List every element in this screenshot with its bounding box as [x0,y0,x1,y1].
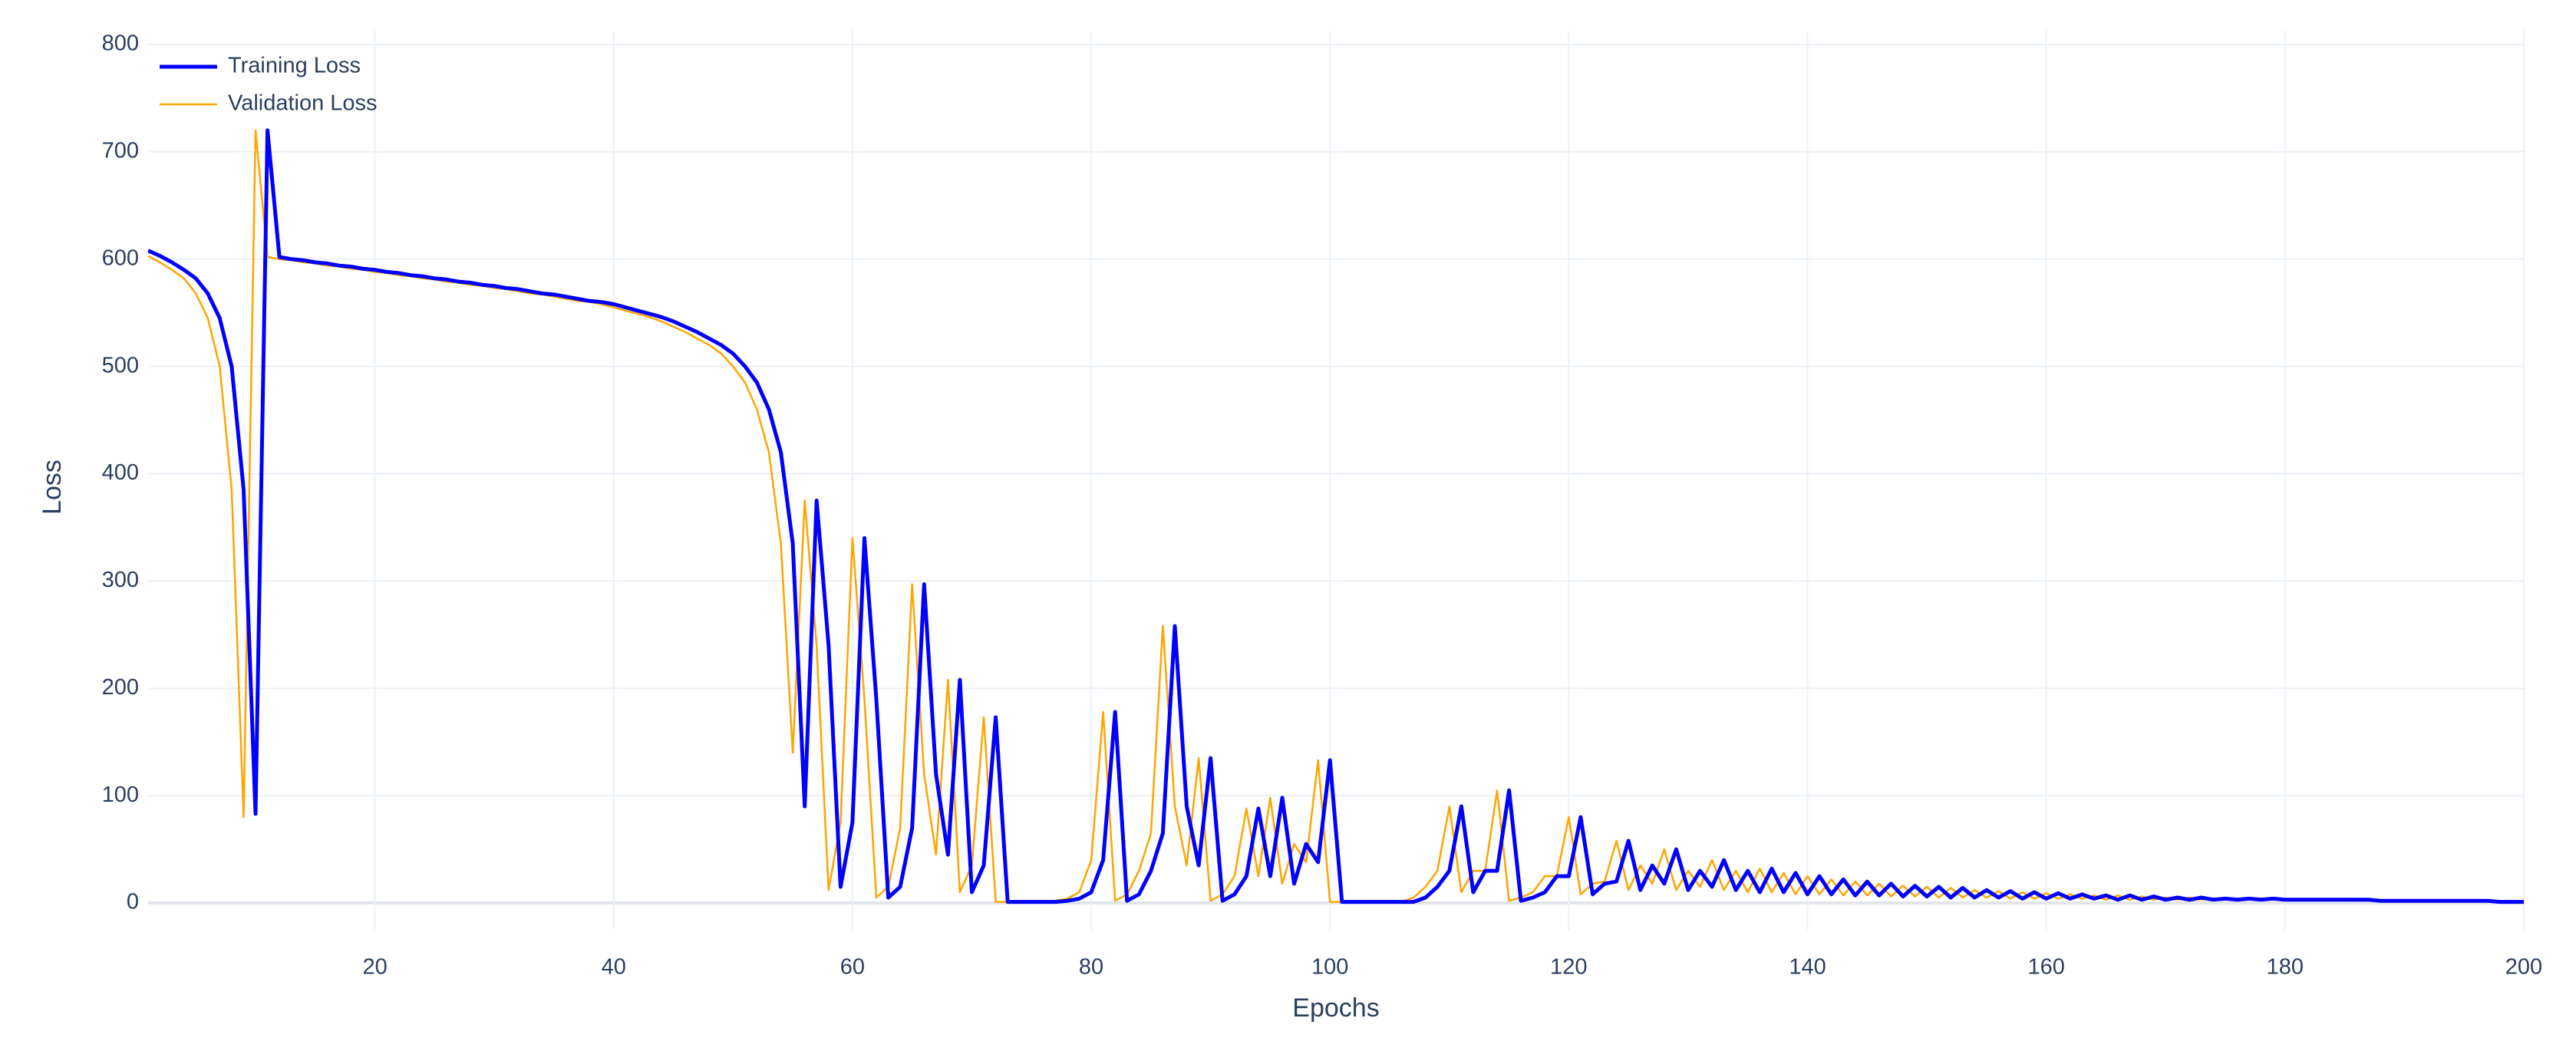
y-tick-label: 100 [102,782,139,807]
y-tick-label: 600 [102,245,139,270]
y-axis-title: Loss [38,460,67,515]
x-tick-label: 80 [1079,955,1103,980]
series-line [148,129,2524,903]
y-tick-label: 500 [102,353,139,377]
x-tick-label: 40 [602,955,626,980]
x-tick-label: 20 [362,955,387,980]
y-tick-label: 200 [102,675,139,700]
x-tick-label: 120 [1550,955,1587,980]
y-tick-label: 300 [102,568,139,592]
plot-lines [148,128,2524,904]
legend-label: Training Loss [228,54,361,78]
labels: 0 100 200 300 400 500 600 700 800 20 40 60 80 100 120 1… [102,31,2543,980]
x-tick-label: 180 [2267,955,2304,980]
x-tick-label: 140 [1789,955,1826,980]
x-tick-label: 160 [2027,955,2064,980]
y-tick-label: 700 [102,139,139,163]
y-tick-label: 800 [102,31,139,56]
series-line [148,128,2524,904]
x-axis-title: Epochs [1292,993,1379,1023]
x-tick-label: 200 [2505,955,2542,980]
legend-label: Validation Loss [228,91,378,116]
y-tick-label: 400 [102,460,139,485]
x-tick-label: 100 [1311,955,1348,980]
grid [148,31,2525,930]
x-tick-label: 60 [840,955,865,980]
y-tick-label: 0 [127,890,139,914]
